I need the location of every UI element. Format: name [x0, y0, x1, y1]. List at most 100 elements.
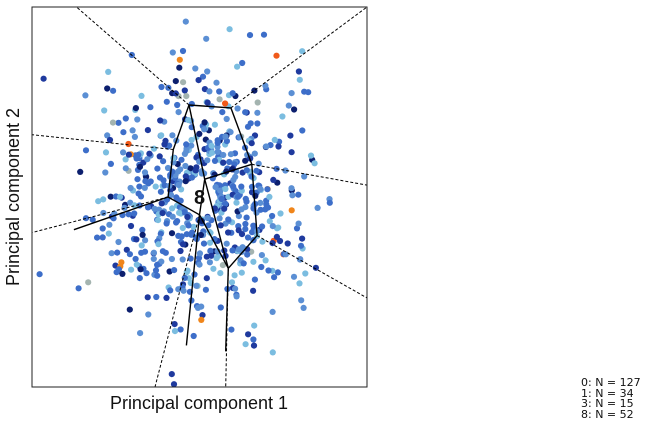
- data-point: [269, 240, 276, 247]
- cluster-inner-edge: [198, 179, 206, 215]
- cluster-boundary-ray: [32, 196, 169, 234]
- data-point: [152, 267, 160, 274]
- data-point: [133, 261, 140, 268]
- data-point: [125, 211, 132, 218]
- data-point: [193, 282, 200, 289]
- data-point: [135, 190, 142, 197]
- data-point: [36, 271, 43, 278]
- data-point: [129, 127, 136, 134]
- data-point: [254, 99, 261, 106]
- data-point: [244, 234, 252, 241]
- data-point: [188, 136, 195, 144]
- data-point: [250, 336, 257, 343]
- data-point: [282, 251, 289, 258]
- data-point: [170, 155, 177, 162]
- data-point: [82, 215, 90, 222]
- data-point: [216, 88, 223, 95]
- data-point: [99, 234, 106, 241]
- data-point: [165, 84, 172, 91]
- data-point: [297, 242, 305, 249]
- data-point: [163, 220, 170, 227]
- data-point: [219, 262, 226, 269]
- data-point: [121, 204, 128, 211]
- data-point: [143, 270, 150, 277]
- data-point: [190, 332, 197, 340]
- data-point: [203, 35, 210, 42]
- data-point: [127, 184, 134, 192]
- data-point: [299, 235, 306, 242]
- data-point: [75, 285, 82, 292]
- data-point: [289, 192, 296, 199]
- data-point: [264, 204, 272, 211]
- data-point: [206, 259, 213, 266]
- x-axis-label: Principal component 1: [110, 393, 288, 413]
- data-point: [234, 105, 241, 112]
- data-point: [179, 241, 187, 248]
- data-point: [248, 140, 255, 147]
- data-point: [145, 311, 152, 318]
- data-point: [158, 132, 165, 139]
- data-point: [218, 195, 225, 203]
- data-point: [269, 212, 276, 220]
- data-point: [246, 31, 254, 39]
- cluster-inner-edge: [188, 104, 231, 109]
- data-point: [242, 220, 249, 228]
- data-point: [239, 59, 246, 67]
- data-point: [188, 142, 195, 149]
- data-point: [223, 240, 230, 247]
- data-point: [213, 79, 220, 86]
- data-point: [40, 75, 47, 82]
- data-point: [154, 272, 161, 279]
- data-point: [190, 223, 197, 230]
- data-point: [179, 47, 187, 55]
- data-point: [132, 255, 139, 263]
- data-point: [223, 115, 230, 123]
- cluster-inner-edge: [227, 235, 258, 269]
- data-point: [242, 109, 249, 116]
- data-point: [301, 173, 308, 180]
- data-point: [100, 196, 107, 203]
- data-point: [138, 242, 145, 249]
- data-point: [269, 349, 276, 356]
- data-point: [203, 253, 210, 260]
- data-point: [189, 229, 196, 236]
- data-point: [141, 248, 149, 255]
- data-point: [242, 341, 249, 348]
- data-point: [251, 276, 258, 283]
- data-point: [126, 306, 133, 313]
- data-point: [220, 159, 227, 166]
- data-point: [139, 226, 146, 233]
- data-point: [251, 322, 258, 329]
- data-point: [125, 151, 132, 158]
- data-point: [243, 214, 250, 221]
- data-point: [298, 297, 305, 304]
- cluster-boundaries: [32, 7, 367, 387]
- data-point: [137, 266, 144, 273]
- data-point: [144, 294, 151, 301]
- data-point: [153, 293, 160, 301]
- data-point: [147, 104, 154, 111]
- data-point: [171, 328, 179, 335]
- data-point: [102, 169, 109, 176]
- data-point: [295, 68, 302, 75]
- data-point: [228, 279, 236, 286]
- data-point: [222, 200, 229, 207]
- data-point: [225, 216, 232, 223]
- data-point: [212, 184, 219, 191]
- data-point: [282, 167, 289, 174]
- data-point: [125, 140, 132, 148]
- data-point: [154, 261, 161, 268]
- data-point: [100, 209, 107, 217]
- data-point: [243, 198, 250, 205]
- data-point: [258, 252, 265, 259]
- data-point: [253, 167, 260, 174]
- data-point: [264, 186, 271, 193]
- data-point: [113, 269, 120, 276]
- data-point: [171, 321, 178, 328]
- data-point: [95, 198, 102, 205]
- plot-frame: [31, 6, 368, 388]
- data-point: [122, 156, 129, 163]
- cluster-center-label: 8: [194, 187, 205, 209]
- data-point: [127, 222, 135, 230]
- data-point: [136, 163, 144, 170]
